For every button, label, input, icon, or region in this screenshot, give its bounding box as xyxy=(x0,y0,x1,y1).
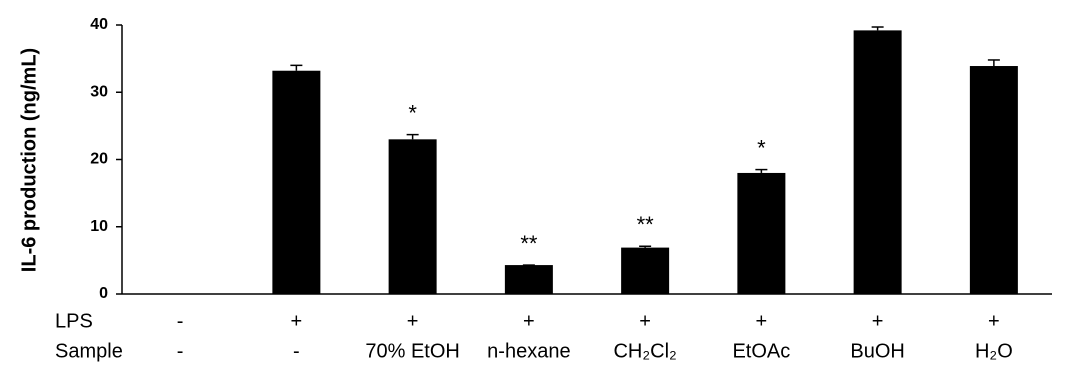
x-tick-label: n-hexane xyxy=(487,340,570,362)
x-tick-label: 70% EtOH xyxy=(365,340,459,362)
x-tick-label: - xyxy=(177,340,184,362)
bar xyxy=(737,172,786,294)
lps-label: + xyxy=(523,310,535,332)
y-tick-label: 40 xyxy=(90,16,108,33)
bar xyxy=(969,66,1018,295)
lps-label: + xyxy=(407,310,419,332)
row-label: LPS xyxy=(55,310,93,332)
x-tick-label: H₂O xyxy=(975,340,1013,362)
lps-label: + xyxy=(988,310,1000,332)
bar xyxy=(388,139,437,294)
x-tick-label: CH₂Cl₂ xyxy=(613,340,676,362)
lps-label: + xyxy=(639,310,651,332)
lps-label: + xyxy=(291,310,303,332)
y-axis-label: IL-6 production (ng/mL) xyxy=(18,48,40,272)
significance-label: ** xyxy=(520,231,538,256)
lps-label: - xyxy=(177,310,184,332)
bar xyxy=(504,265,553,294)
bar xyxy=(272,70,321,294)
lps-label: + xyxy=(756,310,768,332)
significance-label: ** xyxy=(637,212,655,237)
significance-label: * xyxy=(757,135,766,160)
bar xyxy=(621,247,670,294)
x-tick-label: BuOH xyxy=(850,340,904,362)
x-tick-label: - xyxy=(293,340,300,362)
y-tick-label: 0 xyxy=(99,285,108,302)
y-tick-label: 30 xyxy=(90,83,108,100)
bar xyxy=(853,30,902,294)
x-tick-label: EtOAc xyxy=(732,340,790,362)
lps-label: + xyxy=(872,310,884,332)
y-tick-label: 20 xyxy=(90,151,108,168)
significance-label: * xyxy=(408,100,417,125)
y-tick-label: 10 xyxy=(90,218,108,235)
row-label: Sample xyxy=(55,340,123,362)
